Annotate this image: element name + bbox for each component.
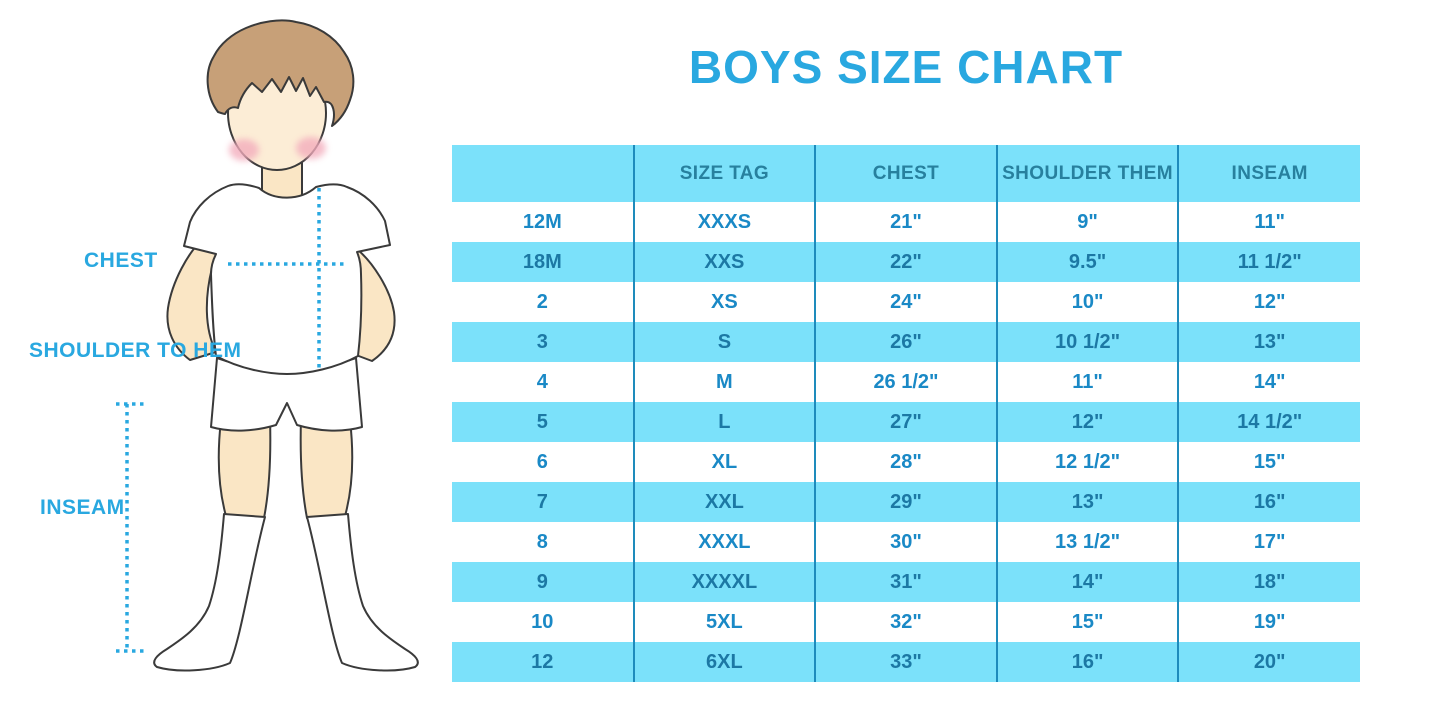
size-table: SIZE TAG CHEST SHOULDER THEM INSEAM 12M …	[452, 145, 1360, 682]
table-cell: 11"	[996, 362, 1180, 402]
table-cell: 4	[452, 362, 635, 402]
table-cell: 10 1/2"	[996, 322, 1180, 362]
table-cell: 12	[452, 642, 635, 682]
table-cell: 18M	[452, 242, 635, 282]
table-cell: 32"	[815, 602, 998, 642]
table-row: 6 XL 28" 12 1/2" 15"	[452, 442, 1360, 482]
boy-measurement-illustration	[116, 19, 419, 672]
left-sock	[153, 513, 266, 672]
table-cell: XXXL	[633, 522, 817, 562]
size-table-body: 12M XXXS 21" 9" 11" 18M XXS 22" 9.5" 11 …	[452, 202, 1360, 682]
table-row: 4 M 26 1/2" 11" 14"	[452, 362, 1360, 402]
table-cell: 14"	[996, 562, 1180, 602]
table-cell: 31"	[815, 562, 998, 602]
table-cell: 20"	[1253, 650, 1286, 673]
table-row: 5 L 27" 12" 14 1/2"	[452, 402, 1360, 442]
table-cell: 7	[452, 482, 635, 522]
shoulder-to-hem-label: SHOULDER TO HEM	[29, 339, 242, 362]
left-blush	[229, 139, 259, 161]
table-cell: 6	[452, 442, 635, 482]
table-cell: XXS	[633, 242, 817, 282]
table-cell: 17"	[1253, 530, 1286, 553]
column-header-chest: CHEST	[815, 145, 998, 202]
table-cell: 15"	[1253, 450, 1286, 473]
t-shirt	[183, 183, 391, 375]
table-cell: 30"	[815, 522, 998, 562]
table-cell: XS	[633, 282, 817, 322]
table-cell: 26 1/2"	[815, 362, 998, 402]
column-header-inseam: INSEAM	[1178, 145, 1360, 202]
table-cell: 28"	[815, 442, 998, 482]
table-cell: 13"	[1253, 330, 1286, 353]
table-cell: XXXXL	[633, 562, 817, 602]
table-cell: 13 1/2"	[996, 522, 1180, 562]
table-cell: 33"	[815, 642, 998, 682]
table-row: 3 S 26" 10 1/2" 13"	[452, 322, 1360, 362]
table-cell: 6XL	[633, 642, 817, 682]
table-cell: 24"	[815, 282, 998, 322]
table-cell: 15"	[996, 602, 1180, 642]
column-header-size	[452, 145, 635, 202]
table-cell: 27"	[815, 402, 998, 442]
table-cell: 3	[452, 322, 635, 362]
size-table-header: SIZE TAG CHEST SHOULDER THEM INSEAM	[452, 145, 1360, 202]
table-row: 9 XXXXL 31" 14" 18"	[452, 562, 1360, 602]
table-cell: 19"	[1253, 610, 1286, 633]
left-arm	[166, 237, 219, 361]
right-sock	[306, 513, 419, 672]
column-header-shoulder: SHOULDER THEM	[996, 145, 1180, 202]
table-cell: 12"	[1253, 290, 1286, 313]
table-cell: L	[633, 402, 817, 442]
table-row: 10 5XL 32" 15" 19"	[452, 602, 1360, 642]
table-cell: 11"	[1254, 210, 1285, 233]
table-cell: 2	[452, 282, 635, 322]
table-cell: 14"	[1253, 370, 1286, 393]
table-cell: S	[633, 322, 817, 362]
table-row: 18M XXS 22" 9.5" 11 1/2"	[452, 242, 1360, 282]
hair-shape	[206, 19, 355, 127]
table-cell: 22"	[815, 242, 998, 282]
table-cell: 5	[452, 402, 635, 442]
table-row: 8 XXXL 30" 13 1/2" 17"	[452, 522, 1360, 562]
table-cell: 9	[452, 562, 635, 602]
table-cell: 9.5"	[996, 242, 1180, 282]
table-cell: 10	[452, 602, 635, 642]
table-cell: 12 1/2"	[996, 442, 1180, 482]
table-cell: 16"	[1253, 490, 1286, 513]
table-cell: 12M	[452, 202, 635, 242]
table-cell: 16"	[996, 642, 1180, 682]
table-cell: 11 1/2"	[1237, 250, 1302, 273]
table-cell: 13"	[996, 482, 1180, 522]
right-leg	[299, 417, 354, 519]
table-cell: 26"	[815, 322, 998, 362]
chest-label: CHEST	[84, 249, 158, 272]
table-cell: 18"	[1253, 570, 1286, 593]
table-cell: 5XL	[633, 602, 817, 642]
header-row: SIZE TAG CHEST SHOULDER THEM INSEAM	[452, 145, 1360, 202]
page-title: BOYS SIZE CHART	[688, 41, 1124, 93]
table-row: 12M XXXS 21" 9" 11"	[452, 202, 1360, 242]
table-cell: 21"	[815, 202, 998, 242]
column-header-size-tag: SIZE TAG	[633, 145, 817, 202]
table-row: 12 6XL 33" 16" 20"	[452, 642, 1360, 682]
table-cell: XXXS	[633, 202, 817, 242]
table-cell: 14 1/2"	[1237, 410, 1303, 433]
table-row: 7 XXL 29" 13" 16"	[452, 482, 1360, 522]
table-cell: 9"	[996, 202, 1180, 242]
table-cell: 29"	[815, 482, 998, 522]
inseam-label: INSEAM	[40, 496, 125, 519]
right-blush	[296, 137, 326, 159]
table-cell: 8	[452, 522, 635, 562]
table-cell: XL	[633, 442, 817, 482]
table-cell: XXL	[633, 482, 817, 522]
table-cell: 12"	[996, 402, 1180, 442]
table-cell: M	[633, 362, 817, 402]
table-cell: 10"	[996, 282, 1180, 322]
table-row: 2 XS 24" 10" 12"	[452, 282, 1360, 322]
left-leg	[217, 417, 272, 519]
